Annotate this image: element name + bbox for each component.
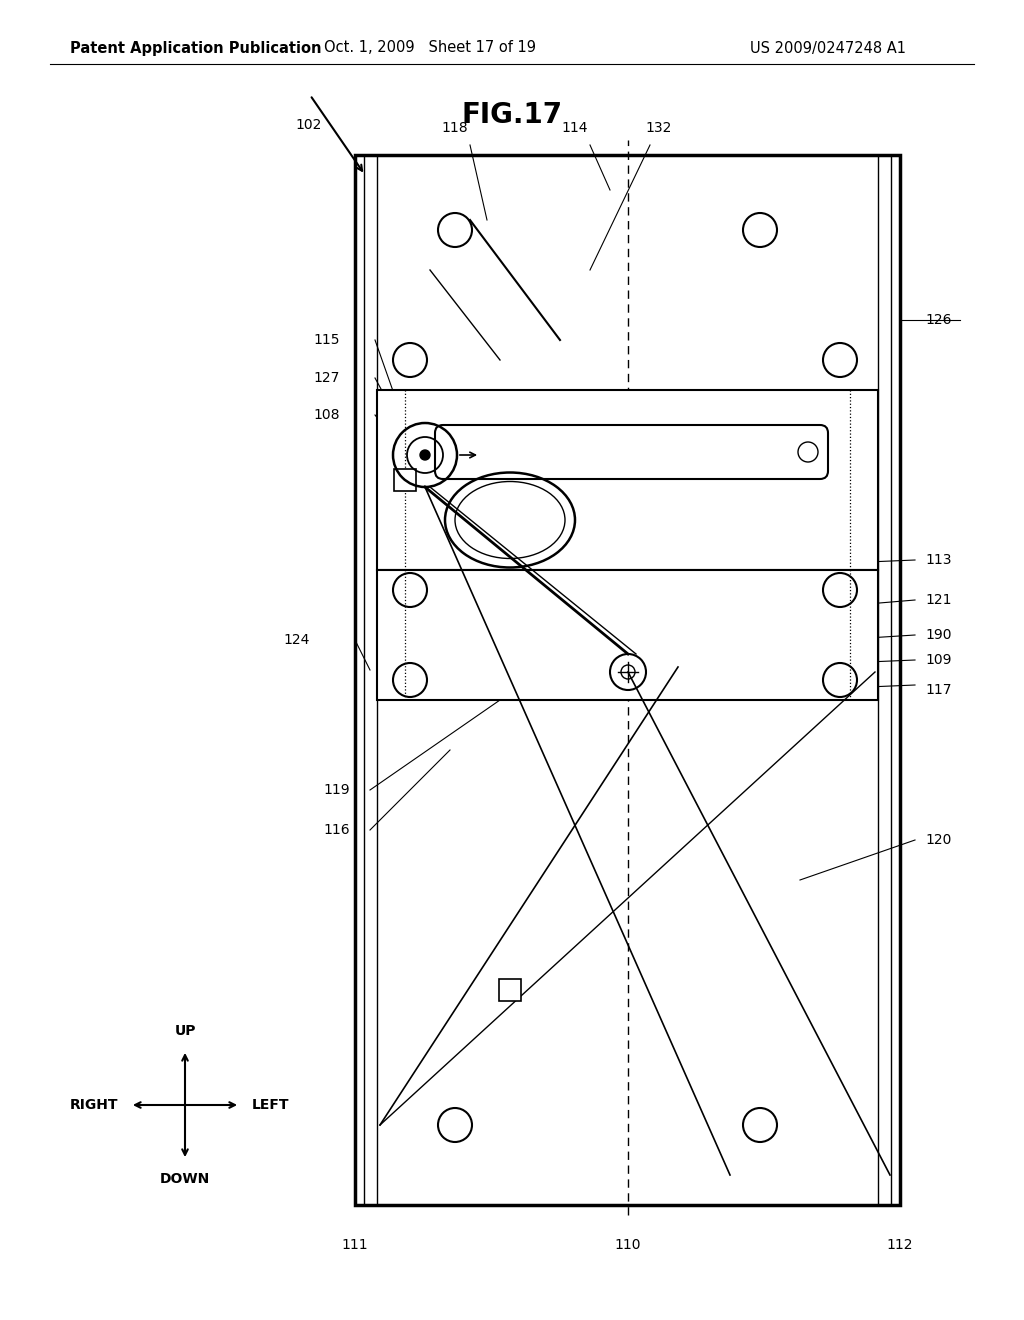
Text: 116: 116	[324, 822, 350, 837]
Text: 111: 111	[342, 1238, 369, 1251]
Text: 127: 127	[313, 371, 340, 385]
Text: FIG.17: FIG.17	[462, 102, 562, 129]
Text: 132: 132	[645, 121, 672, 135]
Text: 110: 110	[614, 1238, 641, 1251]
Text: 121: 121	[925, 593, 951, 607]
Text: 119: 119	[324, 783, 350, 797]
Text: 112: 112	[887, 1238, 913, 1251]
Text: LEFT: LEFT	[252, 1098, 290, 1111]
Text: 113: 113	[925, 553, 951, 568]
Text: 126: 126	[925, 313, 951, 327]
Text: 102: 102	[295, 117, 322, 132]
Text: 120: 120	[925, 833, 951, 847]
Text: 117: 117	[925, 682, 951, 697]
Bar	[394, 469, 416, 491]
Text: 115: 115	[313, 333, 340, 347]
Text: 124: 124	[284, 634, 310, 647]
Text: Patent Application Publication: Patent Application Publication	[70, 41, 322, 55]
Text: DOWN: DOWN	[160, 1172, 210, 1185]
Text: 114: 114	[562, 121, 588, 135]
Bar	[499, 979, 521, 1001]
Text: UP: UP	[174, 1024, 196, 1038]
Bar	[355, 154, 900, 1205]
Text: 108: 108	[313, 408, 340, 422]
Text: RIGHT: RIGHT	[70, 1098, 118, 1111]
FancyBboxPatch shape	[435, 425, 828, 479]
Text: 118: 118	[441, 121, 468, 135]
Bar	[377, 570, 878, 700]
Circle shape	[420, 450, 430, 459]
Text: Oct. 1, 2009   Sheet 17 of 19: Oct. 1, 2009 Sheet 17 of 19	[324, 41, 536, 55]
Text: US 2009/0247248 A1: US 2009/0247248 A1	[750, 41, 906, 55]
Text: 190: 190	[925, 628, 951, 642]
Text: 109: 109	[925, 653, 951, 667]
Bar	[377, 389, 878, 570]
